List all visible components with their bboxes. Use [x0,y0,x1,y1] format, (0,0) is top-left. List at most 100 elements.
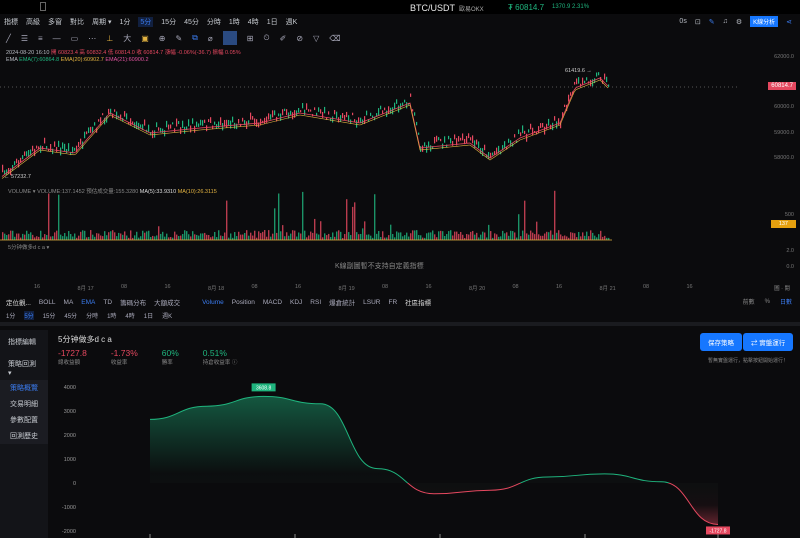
sub-indicator[interactable]: 爆倉統計 [329,300,356,307]
rect-tool-icon[interactable]: ▭ [70,33,79,43]
settings-icon[interactable]: ⚙ [735,18,743,26]
sub-period[interactable]: 週K [162,314,173,320]
run-live-button[interactable]: ⇄ 實盤運行 [743,333,794,351]
main-indicator[interactable]: 籌碼分布 [120,300,147,307]
period-0[interactable]: 1分 [119,19,131,26]
period-5[interactable]: 1時 [228,19,240,26]
candle [72,146,74,154]
share-icon[interactable]: ⋖ [786,18,792,26]
period-6[interactable]: 4時 [247,19,259,26]
screenshot-icon[interactable]: ⊡ [694,18,701,26]
sub-period[interactable]: 分時 [86,314,99,320]
sub-period[interactable]: 1分 [6,314,16,320]
magnet-icon[interactable]: ⊕ [158,33,166,43]
copy-icon[interactable]: ⧉ [192,33,198,42]
candle [278,113,280,117]
main-indicator[interactable]: EMA [81,298,96,306]
volume-bar [86,237,88,240]
eraser-icon[interactable]: ⌀ [207,33,213,43]
indicator-mode[interactable]: 前數 [742,300,755,306]
main-indicator[interactable]: TD [103,298,113,306]
measure-icon[interactable]: ✎ [175,33,183,43]
period-4[interactable]: 分時 [206,19,221,26]
kline-chart[interactable] [0,45,800,285]
edit-icon[interactable]: ✐ [279,33,287,43]
indicator-mode[interactable]: % [764,298,770,305]
volume-bar [538,234,540,240]
stat: -1.73% 收益率 [111,348,138,366]
sub-indicator[interactable]: LSUR [363,298,381,306]
panel-divider[interactable] [0,322,800,326]
candle [574,81,576,85]
symbol-title[interactable]: BTC/USDT 歐易OKX [410,3,484,13]
text-tool-icon[interactable]: 大 [123,33,132,43]
toolbar-item[interactable]: 周期 ▾ [92,19,112,26]
parallel-tool-icon[interactable]: ≡ [38,33,43,43]
toolbar-item[interactable]: 高級 [26,19,40,26]
toolbar-item[interactable]: 指標 [4,19,18,26]
period-1[interactable]: 5分 [138,17,154,27]
indicator-mode[interactable]: 日數 [779,300,792,306]
trash-icon[interactable]: ⌫ [329,33,341,43]
sidebar-subitem[interactable]: 交易明細 [0,396,48,412]
zoom-button[interactable]: 0s [679,18,687,25]
sub-period[interactable]: 1時 [107,314,117,320]
line-tool-icon[interactable]: ╱ [6,33,11,43]
candle [530,123,532,130]
period-3[interactable]: 45分 [184,19,199,26]
sub-period[interactable]: 15分 [42,314,56,320]
sidebar-subitem[interactable]: 策略概覽 [0,380,48,396]
draw-icon[interactable]: ✎ [708,18,715,26]
hide-icon[interactable]: ⊘ [296,33,304,43]
sub-indicator[interactable]: Position [231,298,255,306]
axis-options[interactable]: 圖 · 閱 [774,286,790,292]
headset-icon[interactable]: ♫ [722,18,728,25]
volume-bar [534,234,536,240]
volume-bar [28,233,30,240]
sidebar-subitem[interactable]: 回測歷史 [0,428,48,444]
volume-bar [162,231,164,240]
sub-indicator[interactable]: MACD [262,298,283,306]
volume-bar [248,235,250,240]
main-indicator[interactable]: MA [63,298,74,306]
fib-tool-icon[interactable]: ⊥ [106,33,114,43]
period-7[interactable]: 1日 [266,19,278,26]
sub-indicator[interactable]: Volume [202,298,224,306]
hline-tool-icon[interactable]: ☰ [20,33,28,43]
cursor-tool-icon[interactable] [222,31,237,45]
note-tool-icon[interactable]: ▣ [141,33,149,43]
candle [132,121,134,125]
alert-icon[interactable]: ⏲ [263,33,270,42]
sub-indicator[interactable]: RSI [310,298,322,306]
sidebar-subitem[interactable]: 參數配置 [0,412,48,428]
sub-period[interactable]: 45分 [64,314,78,320]
sub-period[interactable]: 1日 [143,314,154,320]
ray-tool-icon[interactable]: — [52,33,61,43]
sub-period[interactable]: 5分 [24,311,34,320]
volume-bar [40,230,42,240]
sidebar-item[interactable]: 策略回測 ▾ [8,361,36,377]
volume-name[interactable]: VOLUME [8,189,32,195]
ema-label[interactable]: EMA [6,57,18,63]
volume-bar [96,233,98,240]
lock-icon[interactable]: ⊞ [246,33,254,43]
main-indicator[interactable]: 大額成交 [154,300,181,307]
sidebar-item[interactable]: 指標編輯 [8,339,36,346]
toolbar-item[interactable]: 對比 [70,19,84,26]
sub-indicator[interactable]: FR [388,298,398,306]
indicator-title[interactable]: 定位觀... [6,300,31,307]
filter-icon[interactable]: ▽ [313,33,320,43]
period-8[interactable]: 週K [285,19,298,26]
main-indicator[interactable]: BOLL [38,298,56,306]
phone-icon[interactable] [40,2,46,11]
toolbar-item[interactable]: 多窗 [48,19,62,26]
volume-bar [178,236,180,240]
save-strategy-button[interactable]: 保存策略 [700,333,742,351]
more-tools-icon[interactable]: ⋯ [88,33,97,43]
kline-analysis-button[interactable]: K線分析 [750,16,779,27]
period-2[interactable]: 15分 [161,19,177,26]
custom-indicator-selector[interactable]: 5分钟做多d c a ▾ [8,245,50,251]
social-indicators[interactable]: 社區指標 [405,300,432,307]
sub-period[interactable]: 4時 [125,314,135,320]
sub-indicator[interactable]: KDJ [290,298,303,306]
